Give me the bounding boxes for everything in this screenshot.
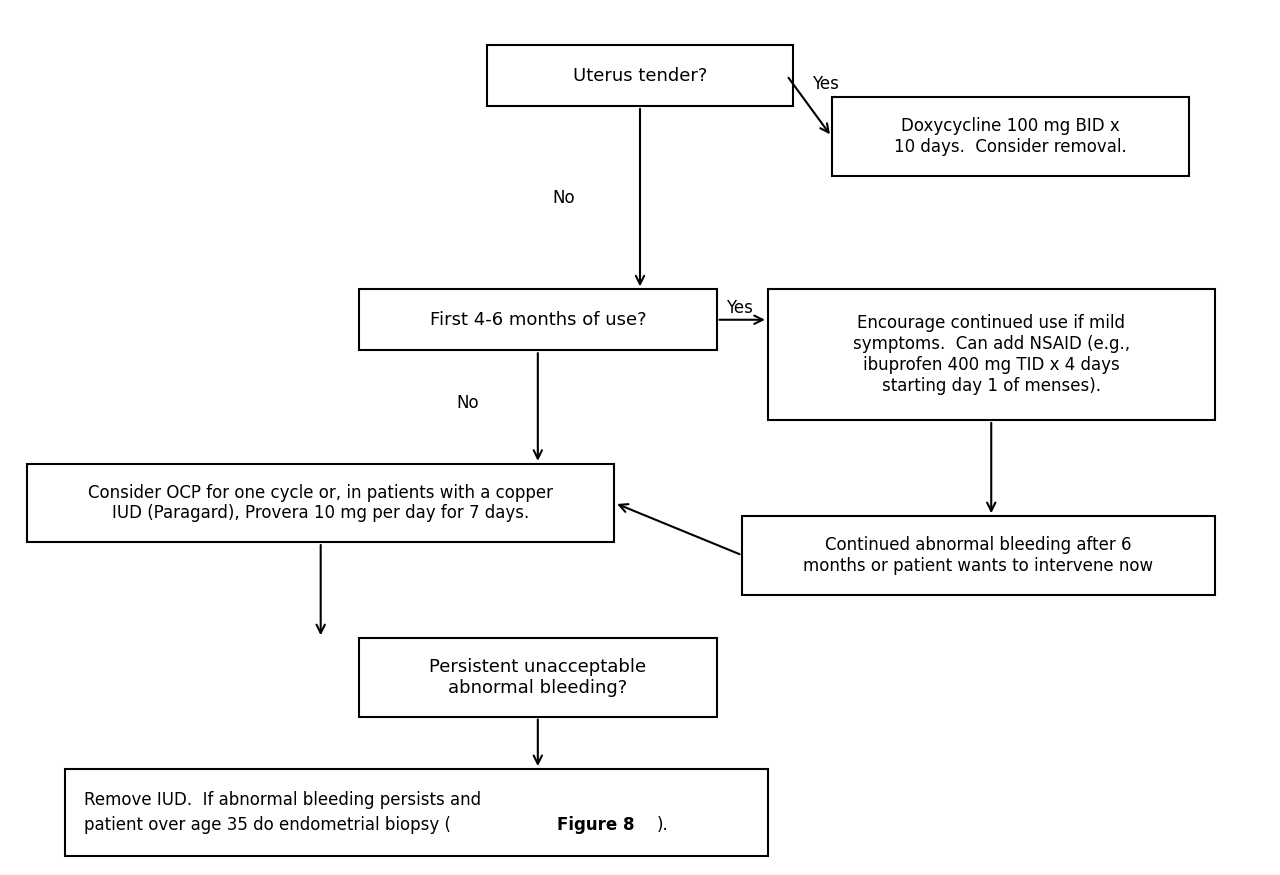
Text: Continued abnormal bleeding after 6
months or patient wants to intervene now: Continued abnormal bleeding after 6 mont… xyxy=(804,536,1153,575)
FancyBboxPatch shape xyxy=(742,516,1215,594)
Text: Encourage continued use if mild
symptoms.  Can add NSAID (e.g.,
ibuprofen 400 mg: Encourage continued use if mild symptoms… xyxy=(852,314,1130,395)
Text: Doxycycline 100 mg BID x
10 days.  Consider removal.: Doxycycline 100 mg BID x 10 days. Consid… xyxy=(893,117,1126,156)
Text: Uterus tender?: Uterus tender? xyxy=(573,66,707,85)
Text: Persistent unacceptable
abnormal bleeding?: Persistent unacceptable abnormal bleedin… xyxy=(429,658,646,696)
FancyBboxPatch shape xyxy=(768,290,1215,420)
FancyBboxPatch shape xyxy=(358,290,717,350)
FancyBboxPatch shape xyxy=(486,45,794,106)
Text: ).: ). xyxy=(657,816,668,834)
Text: No: No xyxy=(552,189,575,206)
FancyBboxPatch shape xyxy=(832,97,1189,176)
Text: Figure 8: Figure 8 xyxy=(557,816,635,834)
FancyBboxPatch shape xyxy=(358,638,717,717)
Text: Consider OCP for one cycle or, in patients with a copper
IUD (Paragard), Provera: Consider OCP for one cycle or, in patien… xyxy=(88,484,553,522)
Text: patient over age 35 do endometrial biopsy (: patient over age 35 do endometrial biops… xyxy=(84,816,452,834)
FancyBboxPatch shape xyxy=(65,769,768,856)
FancyBboxPatch shape xyxy=(27,464,614,542)
Text: First 4-6 months of use?: First 4-6 months of use? xyxy=(430,311,646,329)
Text: Yes: Yes xyxy=(726,299,753,318)
Text: Remove IUD.  If abnormal bleeding persists and: Remove IUD. If abnormal bleeding persist… xyxy=(84,791,481,809)
Text: No: No xyxy=(456,394,479,411)
Text: Yes: Yes xyxy=(812,75,838,94)
